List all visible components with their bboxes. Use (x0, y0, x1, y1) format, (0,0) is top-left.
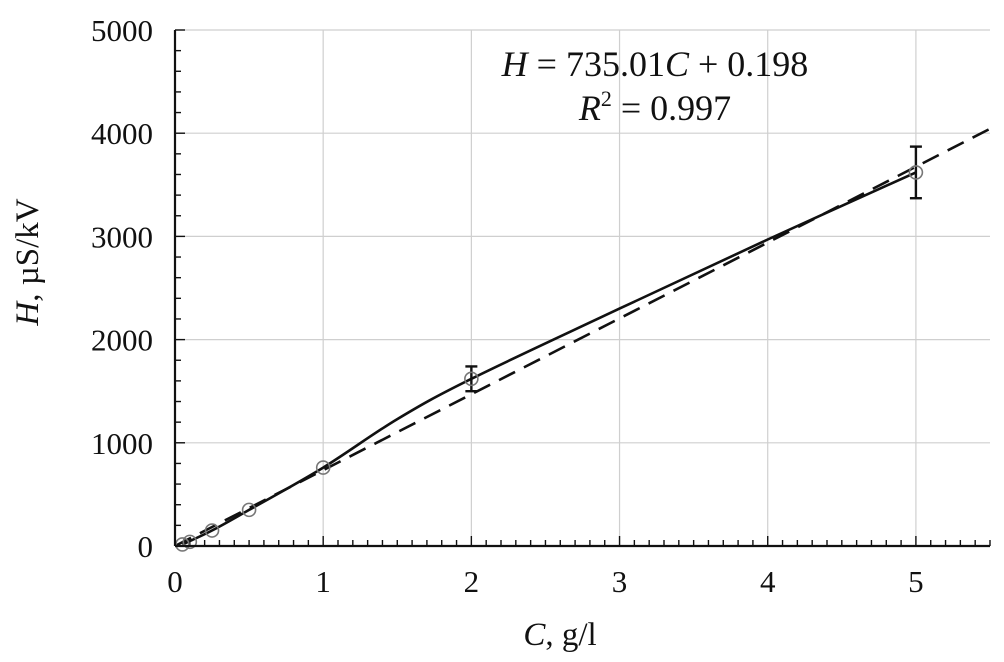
y-tick-label: 3000 (91, 219, 153, 254)
y-axis-var: H (10, 300, 46, 327)
y-tick-label: 2000 (91, 323, 153, 358)
equation-variable: C (665, 44, 690, 84)
data-point (464, 371, 479, 387)
y-tick-label: 1000 (91, 426, 153, 461)
y-tick-label: 5000 (91, 13, 153, 48)
y-tick-label: 4000 (91, 116, 153, 151)
x-tick-label: 3 (612, 564, 628, 599)
x-tick-label: 0 (167, 564, 183, 599)
fit-equation: H = 735.01C + 0.198 (501, 44, 809, 84)
data-point (908, 165, 924, 180)
equation-lhs: H (501, 44, 530, 84)
r-squared-var: R (578, 88, 601, 128)
x-tick-label: 5 (908, 564, 924, 599)
y-axis-unit: , µS/kV (10, 198, 46, 302)
r-squared-value: = 0.997 (612, 88, 731, 128)
axes-layer (173, 30, 990, 548)
x-tick-label: 1 (315, 564, 331, 599)
x-axis-var: C (523, 617, 546, 653)
smooth-curve (181, 171, 917, 546)
x-axis-label: C, g/l (523, 617, 596, 653)
x-tick-label: 2 (464, 564, 480, 599)
data-point (204, 523, 220, 538)
data-point (182, 534, 198, 550)
data-layer (174, 127, 991, 552)
x-axis-unit: , g/l (545, 617, 596, 653)
data-point (315, 460, 331, 475)
x-tick-label: 4 (760, 564, 776, 599)
y-tick-label: 0 (138, 529, 154, 564)
data-point (241, 502, 257, 518)
y-axis-label: H, µS/kV (10, 198, 46, 326)
grid-layer (175, 29, 990, 546)
equation-coefficient: = 735.01 (528, 44, 665, 84)
labels-layer: 0 1 2 3 4 5 0 1000 2000 3000 4000 5000 (91, 13, 924, 599)
equation-intercept: + 0.198 (689, 44, 808, 84)
r-squared-exponent: 2 (601, 86, 612, 111)
r-squared: R2 = 0.997 (578, 86, 731, 128)
